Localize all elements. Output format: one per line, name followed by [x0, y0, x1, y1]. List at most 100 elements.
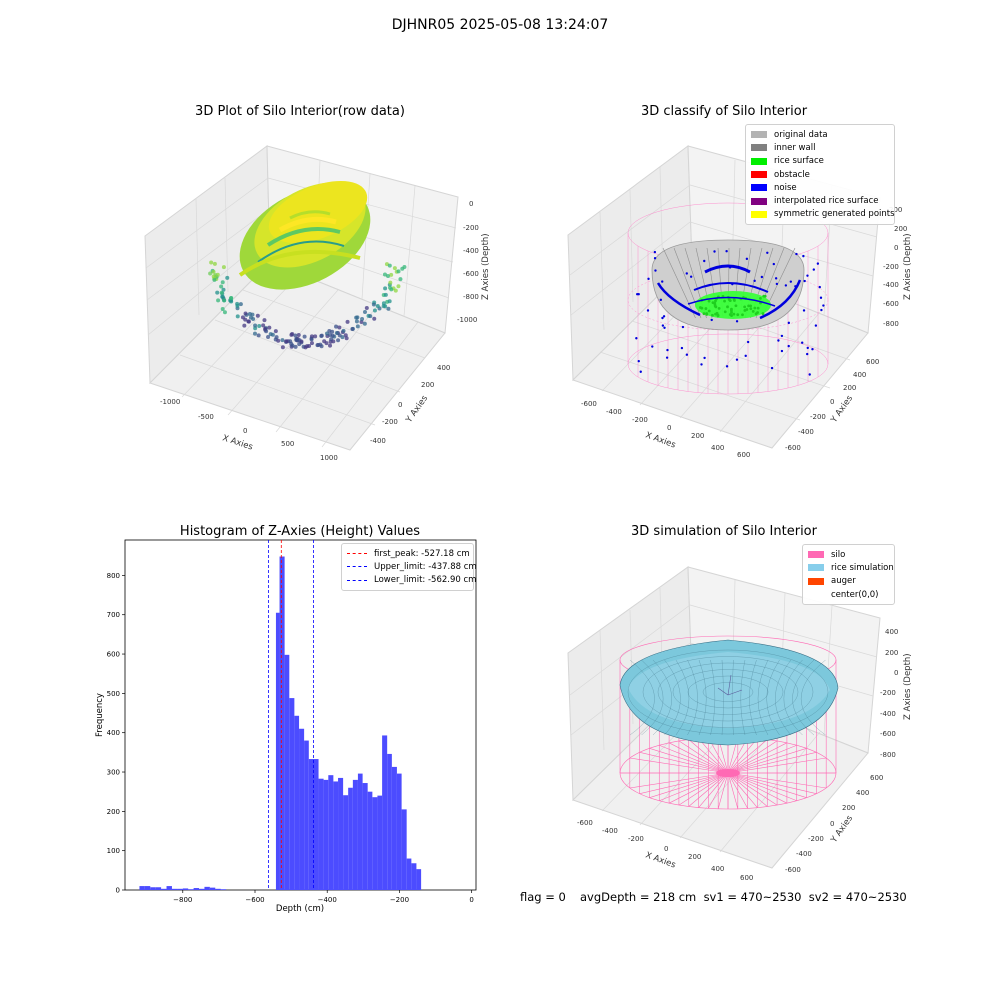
- noise-point: [666, 348, 669, 352]
- classify-plot-title: 3D classify of Silo Interior: [640, 104, 808, 119]
- noise-point: [728, 266, 732, 269]
- sim-z-label: Z Axies (Depth): [903, 653, 913, 720]
- raw-point: [242, 323, 247, 328]
- histogram-x-tick: −800: [173, 896, 192, 904]
- legend-line: [347, 553, 367, 555]
- noise-point: [703, 259, 706, 263]
- rice-point: [751, 309, 755, 313]
- sim-mesh-ring: [657, 662, 799, 722]
- classify-x-tick: -600: [581, 400, 597, 408]
- histogram-legend: first_peak: -527.18 cm Upper_limit: -437…: [341, 543, 477, 591]
- histogram-y-tick: 300: [107, 769, 120, 777]
- silo-spoke: [678, 740, 729, 774]
- noise-point: [700, 363, 703, 366]
- raw-point: [337, 325, 342, 330]
- noise-point: [661, 324, 665, 327]
- noise-point: [772, 262, 776, 266]
- histogram-bar: [289, 698, 295, 890]
- rice-point: [754, 312, 758, 316]
- noise-point: [703, 356, 706, 360]
- sim-x-tick: 200: [688, 853, 701, 861]
- raw-point: [264, 329, 269, 334]
- sim-y-label: Y Axies: [829, 813, 856, 845]
- raw-point: [222, 310, 227, 315]
- legend-swatch: [751, 197, 767, 205]
- noise-point: [745, 257, 749, 261]
- legend-item-auger: auger: [808, 575, 889, 588]
- noise-arcs: [635, 250, 825, 376]
- simulation-legend: silo rice simulation auger center(0,0): [802, 544, 895, 606]
- raw-point: [396, 269, 401, 274]
- raw-point: [354, 315, 359, 320]
- sim-y-tick: 400: [856, 789, 869, 797]
- legend-label: auger: [831, 576, 856, 587]
- classify-z-tick: 200: [894, 225, 907, 233]
- classify-x-label: X Axies: [644, 430, 677, 450]
- legend-item-lower-limit: Lower_limit: -562.90 cm: [347, 574, 476, 587]
- rice-point: [726, 305, 729, 309]
- rice-point: [732, 298, 736, 302]
- sim-x-tick: -200: [628, 835, 644, 843]
- raw-z-label: Z Axies (Depth): [481, 233, 491, 300]
- classify-x-tick: -200: [632, 416, 648, 424]
- legend-label: Lower_limit: -562.90 cm: [374, 575, 477, 586]
- rice-point: [747, 304, 751, 308]
- histogram-bar: [204, 886, 210, 890]
- sim-z-tick: -400: [880, 710, 896, 718]
- raw-z-tick: -800: [463, 293, 479, 301]
- sim-y-tick: -200: [808, 835, 824, 843]
- sim-mesh-line: [775, 659, 792, 736]
- histogram-bar: [304, 740, 309, 890]
- histogram-bar: [279, 556, 285, 890]
- noise-point: [794, 285, 797, 288]
- raw-point: [315, 343, 320, 348]
- classify-y-tick: 600: [866, 358, 879, 366]
- rice-point: [743, 305, 747, 309]
- histogram-bar: [411, 863, 417, 890]
- raw-x-tick: -500: [198, 413, 214, 421]
- sim-mesh-ring: [702, 682, 754, 702]
- histogram-bar: [416, 869, 422, 890]
- raw-y-tick: -200: [382, 418, 398, 426]
- raw-point: [225, 275, 230, 280]
- silo-spoke: [727, 772, 739, 809]
- sim-x-tick: -400: [602, 827, 618, 835]
- raw-z-tick: -200: [463, 224, 479, 232]
- classify-y-tick: -600: [785, 444, 801, 452]
- histogram-bar: [299, 728, 305, 890]
- rice-point: [711, 313, 714, 317]
- raw-point: [273, 329, 278, 334]
- legend-swatch: [808, 551, 824, 559]
- sim-mesh-ring: [627, 649, 829, 735]
- rice-point: [736, 313, 740, 317]
- rice-point: [704, 307, 708, 310]
- histogram-bar: [284, 654, 290, 890]
- noise-point: [685, 272, 688, 275]
- silo-spoke: [727, 752, 817, 774]
- legend-item-noise: noise: [751, 181, 889, 194]
- sim-z-axis: 400 200 0 -200 -400 -600 -800 Z Axies (D…: [880, 628, 913, 759]
- legend-label: interpolated rice surface: [774, 196, 879, 207]
- noise-point: [746, 340, 750, 344]
- legend-swatch: [751, 184, 767, 192]
- histogram-bar: [333, 781, 339, 890]
- rice-point: [730, 310, 733, 314]
- raw-point: [212, 277, 217, 282]
- raw-y-tick: -400: [370, 437, 386, 445]
- rice-point: [711, 301, 715, 305]
- raw-point: [387, 299, 392, 304]
- raw-point: [220, 280, 225, 285]
- raw-point: [330, 333, 335, 338]
- classify-z-tick: -800: [883, 320, 899, 328]
- raw-point: [238, 302, 243, 307]
- histogram-y-tick: 700: [107, 611, 120, 619]
- rice-point: [728, 313, 732, 316]
- noise-point: [651, 345, 654, 348]
- raw-y-label: Y Axies: [404, 393, 431, 425]
- histogram-x-tick: 0: [469, 896, 473, 904]
- noise-point: [803, 279, 806, 283]
- sim-z-tick: 400: [885, 628, 898, 636]
- raw-point: [309, 337, 314, 342]
- noise-point: [816, 262, 820, 265]
- rice-point: [730, 307, 733, 311]
